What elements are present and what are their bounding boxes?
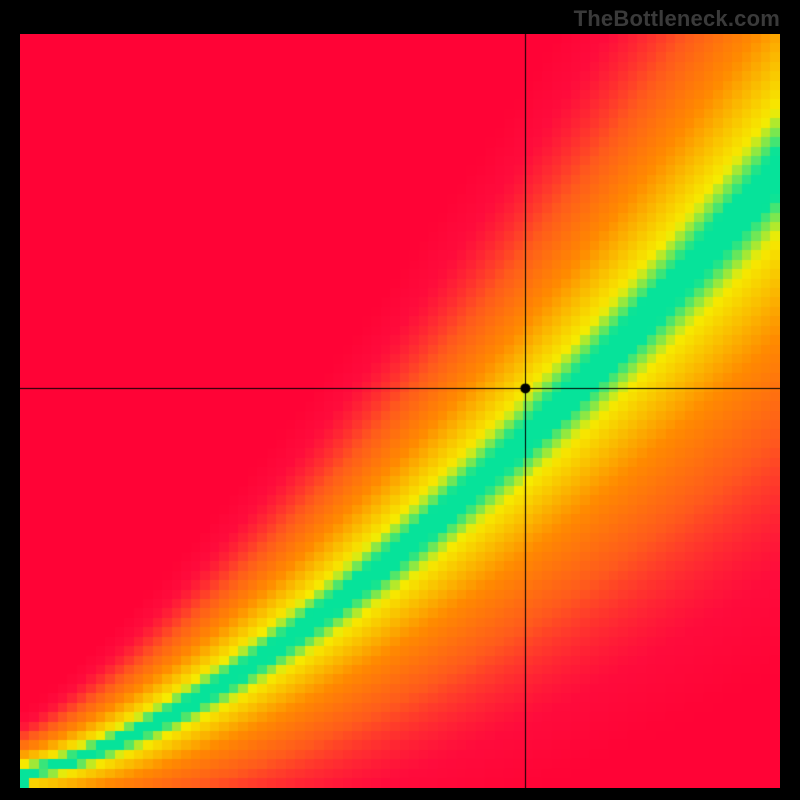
- heatmap-canvas: [20, 34, 780, 788]
- watermark-text: TheBottleneck.com: [574, 6, 780, 32]
- chart-stage: TheBottleneck.com: [0, 0, 800, 800]
